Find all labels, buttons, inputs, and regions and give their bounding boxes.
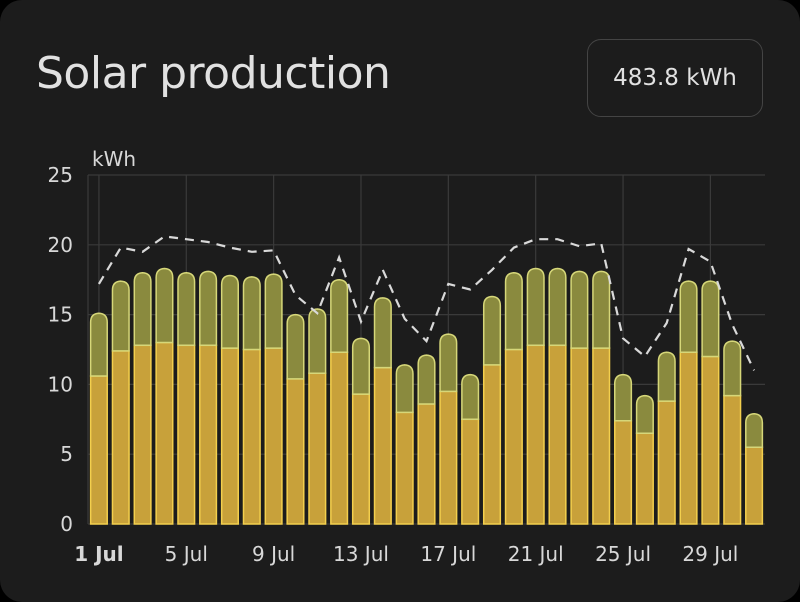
bar-production[interactable]	[701, 355, 720, 525]
bar-production[interactable]	[723, 394, 742, 525]
bar-production[interactable]	[745, 446, 764, 525]
bar-upper-segment[interactable]	[330, 278, 349, 354]
bar-upper-segment[interactable]	[286, 313, 305, 380]
bar-upper-segment[interactable]	[548, 267, 567, 347]
bar-production[interactable]	[570, 347, 589, 525]
bar-production[interactable]	[220, 347, 240, 525]
bar-production[interactable]	[155, 341, 174, 525]
x-tick-label: 25 Jul	[595, 542, 651, 566]
y-tick-label: 25	[48, 163, 73, 187]
x-tick-label: 13 Jul	[333, 542, 389, 566]
x-tick-label: 21 Jul	[508, 542, 564, 566]
bar-production[interactable]	[286, 378, 305, 525]
bar-production[interactable]	[395, 411, 414, 525]
bar-production[interactable]	[461, 418, 480, 525]
bar-production[interactable]	[613, 419, 633, 525]
bar-upper-segment[interactable]	[657, 351, 676, 402]
bar-upper-segment[interactable]	[701, 280, 720, 358]
bar-upper-segment[interactable]	[526, 267, 545, 347]
bar-production[interactable]	[417, 403, 436, 525]
bar-upper-segment[interactable]	[745, 412, 764, 448]
bar-production[interactable]	[504, 348, 523, 525]
bar-production[interactable]	[657, 400, 676, 525]
y-tick-label: 15	[48, 303, 73, 327]
x-tick-label: 5 Jul	[165, 542, 208, 566]
bar-production[interactable]	[482, 364, 502, 525]
y-tick-label: 5	[60, 442, 73, 466]
bar-upper-segment[interactable]	[133, 271, 152, 347]
bar-production[interactable]	[592, 347, 611, 525]
x-tick-label: 29 Jul	[682, 542, 738, 566]
bar-upper-segment[interactable]	[461, 373, 480, 421]
bar-upper-segment[interactable]	[395, 364, 414, 414]
bar-production[interactable]	[199, 344, 218, 525]
bar-upper-segment[interactable]	[351, 337, 371, 395]
card-title: Solar production	[36, 48, 391, 99]
y-tick-label: 0	[60, 512, 73, 536]
y-tick-label: 10	[48, 372, 73, 396]
bar-upper-segment[interactable]	[220, 274, 239, 349]
dashed-series-line	[97, 235, 756, 371]
bar-upper-segment[interactable]	[417, 354, 436, 405]
bar-production[interactable]	[548, 344, 567, 525]
x-tick-label: 17 Jul	[420, 542, 476, 566]
bar-upper-segment[interactable]	[264, 273, 283, 349]
bar-upper-segment[interactable]	[373, 297, 392, 369]
bar-upper-segment[interactable]	[308, 308, 327, 374]
bar-upper-segment[interactable]	[592, 270, 611, 349]
bar-upper-segment[interactable]	[89, 312, 108, 377]
bar-production[interactable]	[330, 351, 349, 525]
x-tick-label: 9 Jul	[252, 542, 295, 566]
x-tick-label: 1 Jul	[74, 542, 123, 566]
bar-upper-segment[interactable]	[439, 333, 458, 393]
bar-production[interactable]	[679, 351, 698, 525]
bar-production[interactable]	[439, 390, 458, 525]
chart-line	[97, 235, 756, 371]
bar-upper-segment[interactable]	[570, 270, 589, 349]
y-tick-label: 20	[48, 233, 73, 257]
bar-upper-segment[interactable]	[199, 270, 218, 347]
bar-upper-segment[interactable]	[504, 271, 523, 351]
bar-production[interactable]	[111, 350, 130, 525]
chart-ticks: 0 5 10 15 20 25 1 Jul 5 Jul 9 Jul 13 Jul 17 Jul 21 …	[48, 163, 739, 566]
bar-production[interactable]	[177, 344, 196, 525]
bar-upper-segment[interactable]	[111, 280, 130, 352]
bar-upper-segment[interactable]	[723, 340, 742, 397]
bar-production[interactable]	[308, 372, 327, 525]
bar-production[interactable]	[264, 347, 283, 525]
bar-production[interactable]	[89, 375, 108, 525]
bar-upper-segment[interactable]	[679, 280, 698, 354]
bar-upper-segment[interactable]	[242, 276, 261, 351]
bar-production[interactable]	[351, 393, 371, 525]
bar-production[interactable]	[373, 366, 392, 525]
total-energy-badge[interactable]: 483.8 kWh	[587, 39, 763, 117]
bar-upper-segment[interactable]	[482, 295, 502, 366]
bar-upper-segment[interactable]	[614, 373, 633, 422]
bar-production[interactable]	[526, 344, 545, 525]
bar-production[interactable]	[133, 344, 152, 525]
y-axis-unit: kWh	[92, 147, 136, 171]
bar-production[interactable]	[635, 432, 654, 525]
bar-production[interactable]	[242, 348, 261, 525]
bar-upper-segment[interactable]	[177, 271, 196, 347]
bar-upper-segment[interactable]	[155, 267, 174, 344]
chart-bars	[89, 267, 764, 525]
bar-upper-segment[interactable]	[635, 394, 654, 435]
